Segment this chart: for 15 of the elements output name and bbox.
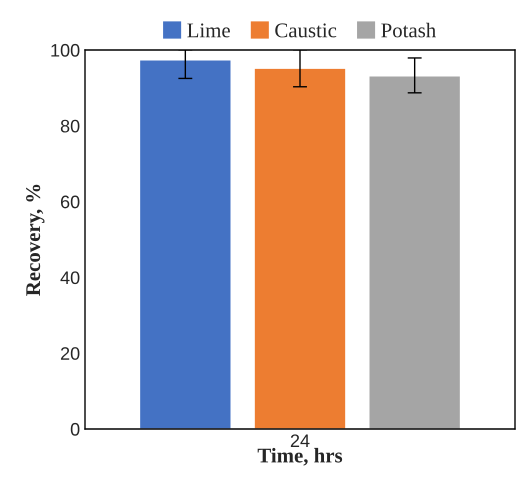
y-tick-label: 60 [60,196,80,208]
x-axis-title: Time, hrs [258,448,342,466]
legend-label: Potash [381,22,436,38]
y-tick-label: 20 [60,347,80,360]
bar [368,75,462,429]
y-tick-label: 100 [51,44,80,57]
y-axis-title: Recovery, % [26,184,44,296]
legend-label: Caustic [275,23,336,38]
bar [253,67,347,429]
y-tick-label: 0 [70,422,80,436]
bar [138,59,232,429]
y-tick-label: 40 [60,271,80,284]
y-tick-label: 80 [60,120,80,133]
legend-label: Lime [187,23,230,38]
x-tick-label: 24 [290,434,310,447]
